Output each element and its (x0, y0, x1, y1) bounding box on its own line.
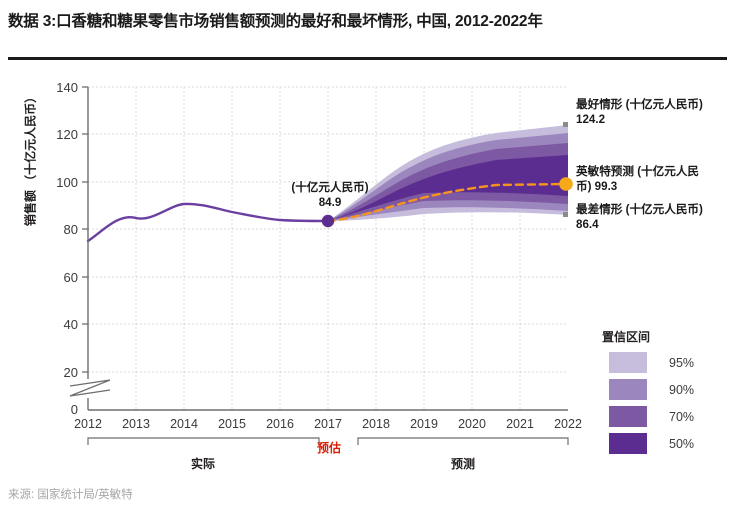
band-50 (328, 155, 568, 221)
title-divider (8, 57, 727, 60)
x-tick-2012: 2012 (74, 417, 102, 431)
y-tick-40: 40 (63, 317, 78, 332)
x-tick-2019: 2019 (410, 417, 438, 431)
legend-swatch-95 (609, 352, 647, 373)
y-tick-140: 140 (56, 80, 78, 95)
central-forecast-value: 币) 99.3 (576, 179, 618, 193)
current-value-annotation: (十亿元人民币) 84.9 (250, 180, 410, 210)
legend-title: 置信区间 (602, 330, 651, 344)
y-tick-marks (82, 86, 88, 373)
bracket-actual (87, 437, 320, 445)
worst-case-marker (563, 212, 568, 217)
legend-swatch-50 (609, 433, 647, 454)
x-tick-2022: 2022 (554, 417, 582, 431)
current-value-marker (321, 214, 335, 228)
legend-label-90: 90% (669, 382, 695, 397)
best-case-marker (563, 122, 568, 127)
central-forecast-annotation: 英敏特预测 (十亿元人民 币) 99.3 (576, 165, 728, 195)
bracket-label-forecast: 预测 (450, 457, 475, 471)
worst-case-label: 最差情形 (十亿元人民币) (576, 203, 703, 216)
legend-label-50: 50% (669, 436, 695, 451)
worst-case-value: 86.4 (576, 217, 599, 231)
current-value-number: 84.9 (318, 196, 342, 210)
best-case-annotation: 最好情形 (十亿元人民币) 124.2 (576, 98, 734, 128)
forecast-line (326, 182, 568, 223)
x-tick-2016: 2016 (266, 417, 294, 431)
historical-line (86, 202, 330, 243)
y-tick-100: 100 (56, 175, 78, 190)
x-tick-2015: 2015 (218, 417, 246, 431)
legend-item-90[interactable]: 90% (609, 379, 694, 400)
legend-label-70: 70% (669, 409, 695, 424)
x-tick-2018: 2018 (362, 417, 390, 431)
forecast-end-marker (559, 177, 573, 191)
y-tick-20: 20 (63, 365, 78, 380)
x-tick-2014: 2014 (170, 417, 198, 431)
source-note: 来源: 国家统计局/英敏特 (8, 489, 133, 501)
x-tick-2013: 2013 (122, 417, 150, 431)
y-tick-80: 80 (63, 222, 78, 237)
best-case-label: 最好情形 (十亿元人民币) (576, 98, 703, 111)
central-forecast-label: 英敏特预测 (十亿元人民 (576, 165, 700, 178)
legend-label-95: 95% (669, 355, 695, 370)
best-case-value: 124.2 (576, 112, 606, 126)
bracket-label-actual: 实际 (190, 457, 215, 471)
legend-item-50[interactable]: 50% (609, 433, 694, 454)
x-tick-2021: 2021 (506, 417, 534, 431)
y-tick-60: 60 (63, 270, 78, 285)
axis-break-icon (69, 379, 111, 397)
y-tick-0: 0 (70, 402, 78, 417)
page-title: 数据 3:口香糖和糖果零售市场销售额预测的最好和最坏情形, 中国, 2012-2… (8, 13, 543, 30)
bracket-forecast (357, 437, 569, 445)
legend-item-70[interactable]: 70% (609, 406, 694, 427)
bracket-label-estimate: 预估 (316, 441, 341, 455)
vertical-gridlines (135, 87, 521, 410)
horizontal-gridlines (88, 86, 568, 373)
legend-swatch-90 (609, 379, 647, 400)
x-tick-2020: 2020 (458, 417, 486, 431)
legend-swatch-70 (609, 406, 647, 427)
legend-item-95[interactable]: 95% (609, 352, 694, 373)
x-tick-2017: 2017 (314, 417, 342, 431)
current-value-unit: (十亿元人民币) (291, 181, 369, 194)
y-tick-120: 120 (56, 127, 78, 142)
worst-case-annotation: 最差情形 (十亿元人民币) 86.4 (576, 203, 734, 233)
